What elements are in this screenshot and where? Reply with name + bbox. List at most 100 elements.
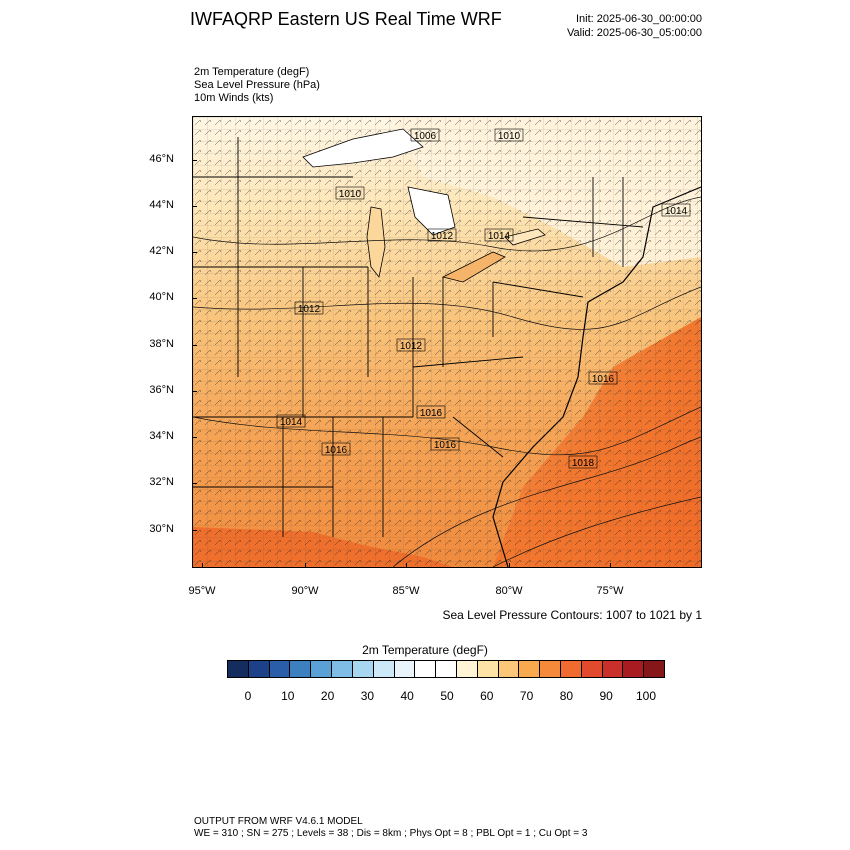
model-info-line1: OUTPUT FROM WRF V4.6.1 MODEL	[194, 816, 363, 827]
lat-tick-mark	[192, 391, 197, 392]
colorbar-tick-label: 100	[635, 689, 657, 703]
lon-tick-mark	[610, 563, 611, 568]
lon-tick-mark	[406, 563, 407, 568]
lat-tick-label: 46°N	[149, 153, 174, 165]
pressure-label-layer: 1006 1010 1010 1014 1012 1014 1012 1012 1016 1014…	[276, 128, 691, 469]
lat-tick-label: 42°N	[149, 245, 174, 257]
lon-tick-label: 85°W	[392, 585, 420, 597]
lake-ontario	[504, 228, 546, 246]
colorbar-box	[331, 660, 353, 678]
pressure-label: 1016	[588, 371, 618, 385]
lon-tick-mark	[202, 563, 203, 568]
lake-superior	[302, 128, 424, 168]
map-panel: 1006 1010 1010 1014 1012 1014 1012 1012 1016 1014…	[192, 116, 702, 568]
colorbar-box	[455, 660, 478, 678]
colorbar-tick-label: 20	[320, 689, 335, 703]
svg-text:1016: 1016	[325, 445, 348, 456]
lake-michigan	[366, 206, 386, 278]
colorbar-box	[476, 660, 499, 678]
colorbar-title: 2m Temperature (degF)	[362, 643, 488, 657]
colorbar-box	[643, 660, 666, 678]
lon-tick-label: 80°W	[495, 585, 523, 597]
lon-tick-label: 75°W	[596, 585, 624, 597]
pressure-label: 1012	[427, 228, 457, 242]
colorbar-tick-label: 30	[360, 689, 375, 703]
lat-tick-mark	[192, 298, 197, 299]
pressure-label: 1014	[661, 203, 691, 217]
colorbar-box	[497, 660, 520, 678]
lat-tick-mark	[192, 206, 197, 207]
wind-barbs	[193, 117, 701, 567]
svg-text:1014: 1014	[665, 206, 688, 217]
lat-tick-mark	[192, 437, 197, 438]
colorbar	[227, 660, 666, 678]
colorbar-box	[601, 660, 624, 678]
colorbar-box	[580, 660, 603, 678]
pressure-contours	[193, 196, 701, 567]
model-info-line2: WE = 310 ; SN = 275 ; Levels = 38 ; Dis …	[194, 828, 588, 839]
svg-text:1010: 1010	[339, 189, 362, 200]
colorbar-tick-label: 0	[244, 689, 252, 703]
lat-tick-label: 44°N	[149, 199, 174, 211]
svg-text:1016: 1016	[434, 440, 457, 451]
state-borders	[193, 137, 644, 537]
colorbar-box	[372, 660, 395, 678]
svg-text:1012: 1012	[431, 231, 454, 242]
lon-tick-mark	[305, 563, 306, 568]
contour-note: Sea Level Pressure Contours: 1007 to 102…	[442, 608, 703, 622]
page-title: IWFAQRP Eastern US Real Time WRF	[190, 9, 502, 29]
pressure-label: 1016	[430, 437, 460, 451]
valid-time: Valid: 2025-06-30_05:00:00	[567, 27, 702, 39]
colorbar-tick-label: 90	[599, 689, 613, 703]
colorbar-box	[518, 660, 541, 678]
svg-text:1016: 1016	[420, 408, 443, 419]
east-coastline	[492, 186, 701, 567]
lat-tick-mark	[192, 483, 197, 484]
field-label-temperature: 2m Temperature (degF)	[194, 66, 310, 78]
lat-tick-label: 36°N	[149, 384, 174, 396]
svg-text:1014: 1014	[488, 231, 511, 242]
colorbar-box	[227, 660, 249, 678]
colorbar-box	[560, 660, 582, 678]
colorbar-tick-label: 40	[400, 689, 414, 703]
pressure-label: 1016	[321, 442, 351, 456]
svg-text:1018: 1018	[572, 458, 595, 469]
colorbar-box	[289, 660, 312, 678]
pressure-label: 1012	[396, 338, 426, 352]
svg-text:1006: 1006	[414, 131, 437, 142]
lon-tick-label: 95°W	[188, 585, 216, 597]
colorbar-tick-label: 60	[480, 689, 494, 703]
lat-tick-mark	[192, 252, 197, 253]
pressure-label: 1018	[568, 455, 598, 469]
lake-huron	[407, 186, 456, 236]
colorbar-tick-label: 10	[281, 689, 295, 703]
field-label-winds: 10m Winds (kts)	[194, 92, 274, 104]
svg-text:1012: 1012	[298, 304, 321, 315]
pressure-label: 1016	[416, 405, 446, 419]
pressure-label: 1014	[484, 228, 514, 242]
map-canvas: 1006 1010 1010 1014 1012 1014 1012 1012 1016 1014…	[193, 117, 701, 567]
colorbar-box	[435, 660, 457, 678]
lat-tick-label: 34°N	[149, 430, 174, 442]
colorbar-box	[310, 660, 333, 678]
colorbar-box	[622, 660, 645, 678]
colorbar-box	[414, 660, 437, 678]
lat-tick-mark	[192, 345, 197, 346]
lat-tick-mark	[192, 160, 197, 161]
svg-text:1012: 1012	[400, 341, 423, 352]
colorbar-tick-label: 80	[559, 689, 574, 703]
colorbar-box	[247, 660, 270, 678]
colorbar-tick-label: 50	[440, 689, 454, 703]
lon-tick-mark	[509, 563, 510, 568]
colorbar-box	[539, 660, 561, 678]
colorbar-box	[268, 660, 291, 678]
svg-text:1010: 1010	[498, 131, 521, 142]
pressure-label: 1014	[276, 414, 306, 428]
svg-text:1014: 1014	[280, 417, 303, 428]
lon-tick-label: 90°W	[291, 585, 319, 597]
field-label-pressure: Sea Level Pressure (hPa)	[194, 79, 320, 91]
colorbar-tick-label: 70	[519, 689, 534, 703]
lat-tick-label: 32°N	[149, 476, 174, 488]
colorbar-box	[351, 660, 374, 678]
lat-tick-mark	[192, 530, 197, 531]
